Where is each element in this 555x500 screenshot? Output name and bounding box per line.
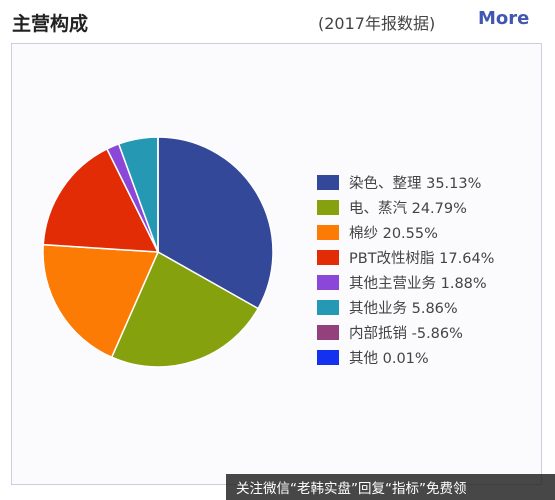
legend-label: 棉纱 20.55% [349, 226, 438, 242]
legend-label: 电、蒸汽 24.79% [349, 201, 467, 217]
legend-label: 其他主营业务 1.88% [349, 276, 487, 292]
legend-label: PBT改性树脂 17.64% [349, 251, 495, 267]
watermark-text: 关注微信“老韩实盘”回复“指标”免费领 [236, 481, 467, 497]
legend-item-3[interactable]: 棉纱 20.55% [317, 220, 532, 245]
data-year-note: (2017年报数据) [318, 14, 436, 33]
pie-slice-1[interactable] [157, 136, 274, 310]
chart-panel: 染色、整理 35.13% 电、蒸汽 24.79% 棉纱 20.55% PBT改性树脂 … [11, 43, 542, 485]
pie-chart [42, 136, 274, 368]
legend-swatch [317, 350, 339, 365]
legend-item-2[interactable]: 电、蒸汽 24.79% [317, 195, 532, 220]
legend-swatch [317, 200, 339, 215]
legend-swatch [317, 225, 339, 240]
legend-item-1[interactable]: 染色、整理 35.13% [317, 170, 532, 195]
legend-swatch [317, 175, 339, 190]
legend-item-7[interactable]: 内部抵销 -5.86% [317, 320, 532, 345]
page-title: 主营构成 [12, 13, 89, 35]
legend-label: 其他 0.01% [349, 351, 429, 367]
legend-label: 内部抵销 -5.86% [349, 326, 463, 342]
more-link[interactable]: More [478, 8, 530, 29]
legend-swatch [317, 300, 339, 315]
legend-item-6[interactable]: 其他业务 5.86% [317, 295, 532, 320]
legend-item-5[interactable]: 其他主营业务 1.88% [317, 270, 532, 295]
legend-swatch [317, 325, 339, 340]
legend-item-8[interactable]: 其他 0.01% [317, 345, 532, 370]
legend-swatch [317, 250, 339, 265]
pie-slice-4[interactable] [42, 147, 160, 253]
legend-label: 染色、整理 35.13% [349, 176, 482, 192]
watermark-banner: 关注微信“老韩实盘”回复“指标”免费领 [226, 474, 555, 500]
legend-label: 其他业务 5.86% [349, 301, 458, 317]
chart-legend: 染色、整理 35.13% 电、蒸汽 24.79% 棉纱 20.55% PBT改性树脂 … [317, 170, 532, 370]
legend-item-4[interactable]: PBT改性树脂 17.64% [317, 245, 532, 270]
header: 主营构成 (2017年报数据) More [0, 0, 555, 38]
pie-slice-3[interactable] [42, 243, 160, 359]
pie-slice-2[interactable] [110, 250, 260, 368]
legend-swatch [317, 275, 339, 290]
